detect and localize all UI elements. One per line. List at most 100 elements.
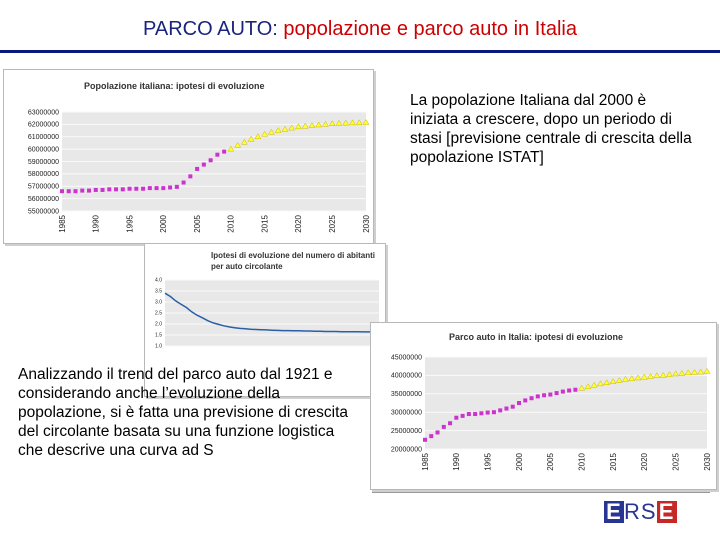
- data-point: [615, 377, 623, 383]
- x-tick-label: 2000: [159, 214, 168, 232]
- data-point: [208, 158, 213, 163]
- data-point: [295, 123, 302, 130]
- data-point: [560, 389, 565, 394]
- y-tick-label: 4.0: [155, 278, 162, 284]
- data-point: [234, 141, 242, 148]
- data-point: [423, 437, 427, 442]
- x-tick-label: 2020: [294, 214, 303, 232]
- y-tick-label: 63000000: [28, 109, 59, 116]
- data-point: [227, 145, 235, 152]
- data-point: [510, 404, 515, 409]
- data-point: [355, 119, 363, 126]
- data-point: [554, 391, 559, 396]
- data-point: [134, 186, 139, 191]
- x-tick-label: 2000: [515, 452, 524, 470]
- data-point: [267, 128, 275, 135]
- data-point: [466, 412, 471, 417]
- data-point: [590, 381, 598, 388]
- logo-letters-rs: RS: [624, 499, 657, 524]
- data-point: [73, 189, 78, 194]
- data-point: [181, 180, 186, 185]
- y-tick-label: 58000000: [28, 171, 59, 178]
- data-point: [628, 375, 636, 381]
- data-point: [154, 186, 159, 191]
- plot-area: [425, 357, 707, 449]
- data-point: [342, 119, 350, 126]
- y-tick-label: 3.5: [155, 289, 162, 295]
- data-point: [322, 120, 329, 127]
- data-point: [161, 186, 166, 191]
- x-tick-label: 2005: [546, 452, 555, 470]
- data-point: [659, 371, 667, 378]
- x-tick-label: 2030: [362, 214, 371, 232]
- slide-title-prefix: PARCO AUTO:: [143, 18, 284, 40]
- data-point: [215, 152, 220, 157]
- data-point: [174, 184, 179, 189]
- erse-logo: ERSE: [604, 499, 677, 525]
- x-tick-label: 1985: [421, 452, 430, 470]
- data-point: [479, 411, 484, 416]
- chart-title: Ipotesi di evoluzione del numero di abit…: [211, 251, 375, 271]
- data-point: [435, 430, 440, 435]
- fleet-analysis-note: Analizzando il trend del parco auto dal …: [18, 366, 349, 459]
- data-point: [120, 187, 125, 192]
- y-tick-label: 62000000: [28, 122, 59, 129]
- x-tick-label: 2025: [328, 214, 337, 232]
- y-tick-label: 40000000: [391, 373, 422, 380]
- data-point: [429, 434, 434, 439]
- data-point: [127, 186, 132, 191]
- y-tick-label: 61000000: [28, 134, 59, 141]
- data-point: [678, 370, 686, 376]
- data-point: [448, 421, 453, 426]
- data-point: [222, 149, 227, 154]
- y-tick-label: 60000000: [28, 146, 59, 153]
- chart-title: Popolazione italiana: ipotesi di evoluzi…: [84, 81, 265, 91]
- data-point: [535, 394, 540, 399]
- data-point: [87, 188, 92, 193]
- y-tick-label: 20000000: [391, 446, 422, 453]
- data-point: [441, 424, 446, 429]
- data-point: [567, 388, 572, 393]
- y-tick-label: 56000000: [28, 196, 59, 203]
- data-point: [672, 370, 680, 377]
- data-point: [573, 387, 578, 392]
- y-tick-label: 25000000: [391, 428, 422, 435]
- x-tick-label: 1990: [92, 214, 101, 232]
- data-point: [523, 398, 528, 403]
- y-tick-label: 45000000: [391, 354, 422, 361]
- data-point: [328, 120, 336, 127]
- logo-letter-e-red: E: [656, 501, 677, 523]
- data-point: [188, 174, 193, 179]
- data-point: [691, 368, 698, 375]
- x-tick-label: 1995: [483, 452, 492, 470]
- data-point: [609, 378, 617, 384]
- data-point: [542, 393, 547, 398]
- data-point: [362, 119, 370, 125]
- data-point: [301, 122, 309, 129]
- data-point: [308, 122, 316, 128]
- x-tick-label: 2015: [609, 452, 618, 470]
- inhabitants-per-car-chart: Ipotesi di evoluzione del numero di abit…: [144, 243, 386, 397]
- data-point: [281, 125, 289, 132]
- title-divider: [0, 50, 720, 53]
- data-point: [597, 380, 604, 387]
- data-point: [195, 166, 200, 171]
- data-point: [584, 383, 592, 390]
- series-line: [164, 292, 379, 333]
- y-tick-label: 3.0: [155, 300, 162, 306]
- x-tick-label: 1990: [452, 452, 461, 470]
- data-point: [247, 135, 255, 142]
- data-point: [634, 374, 642, 381]
- x-tick-label: 2005: [193, 214, 202, 232]
- data-point: [80, 188, 85, 193]
- data-point: [100, 187, 105, 192]
- data-point: [60, 189, 64, 194]
- data-point: [315, 121, 323, 128]
- data-point: [640, 373, 648, 380]
- data-point: [460, 413, 465, 418]
- chart-title: Parco auto in Italia: ipotesi di evoluzi…: [449, 332, 623, 342]
- data-point: [697, 368, 705, 375]
- y-tick-label: 57000000: [28, 184, 59, 191]
- data-point: [261, 130, 269, 137]
- data-point: [240, 138, 248, 145]
